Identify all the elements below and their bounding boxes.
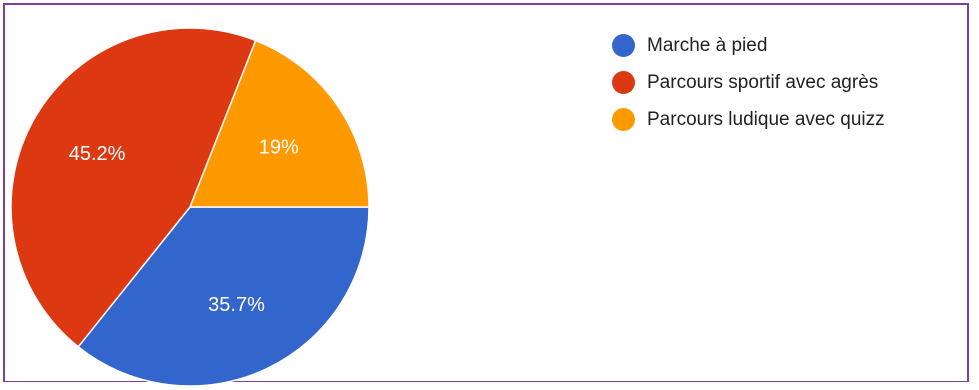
legend: Marche à pied Parcours sportif avec agrès… bbox=[612, 27, 885, 138]
slice-label-1: 35.7% bbox=[208, 294, 265, 316]
pie-slice-2 bbox=[10, 27, 257, 348]
legend-item-2: Parcours sportif avec agrès bbox=[612, 64, 885, 101]
legend-swatch bbox=[612, 71, 635, 94]
slice-label-2: 45.2% bbox=[69, 143, 126, 165]
legend-label: Marche à pied bbox=[647, 34, 768, 56]
slice-label-3: 19% bbox=[259, 137, 299, 159]
legend-swatch bbox=[612, 108, 635, 131]
legend-label: Parcours ludique avec quizz bbox=[647, 108, 885, 130]
legend-item-3: Parcours ludique avec quizz bbox=[612, 101, 885, 138]
legend-item-1: Marche à pied bbox=[612, 27, 885, 64]
pie-slice-1 bbox=[77, 206, 370, 387]
legend-label: Parcours sportif avec agrès bbox=[647, 71, 879, 93]
pie-slice-3 bbox=[188, 39, 370, 208]
legend-swatch bbox=[612, 34, 635, 57]
